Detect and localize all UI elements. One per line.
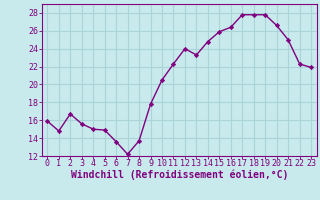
X-axis label: Windchill (Refroidissement éolien,°C): Windchill (Refroidissement éolien,°C) — [70, 170, 288, 180]
